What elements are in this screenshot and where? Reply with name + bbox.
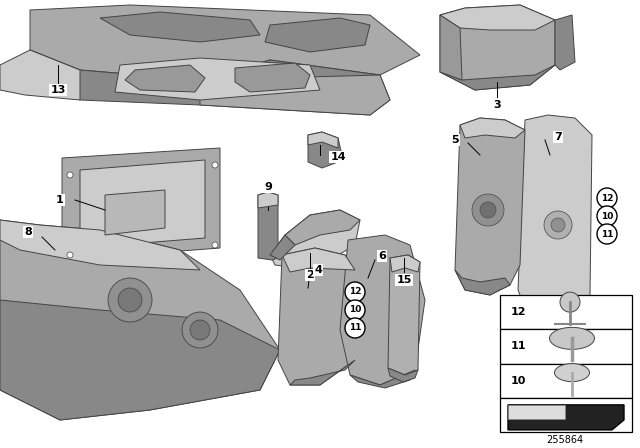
Circle shape (345, 282, 365, 302)
Polygon shape (340, 235, 425, 385)
Text: 255864: 255864 (547, 435, 584, 445)
Circle shape (67, 172, 73, 178)
Polygon shape (25, 50, 390, 115)
Polygon shape (282, 248, 355, 272)
Text: 4: 4 (314, 265, 322, 275)
Polygon shape (388, 368, 418, 382)
Polygon shape (270, 235, 295, 260)
Circle shape (345, 300, 365, 320)
FancyBboxPatch shape (500, 295, 632, 329)
Polygon shape (555, 15, 575, 70)
FancyBboxPatch shape (500, 363, 632, 398)
Polygon shape (350, 370, 415, 388)
Polygon shape (62, 148, 220, 260)
Polygon shape (235, 63, 310, 92)
Text: 1: 1 (56, 195, 64, 205)
Polygon shape (455, 118, 525, 295)
Circle shape (182, 312, 218, 348)
Circle shape (544, 211, 572, 239)
Polygon shape (390, 255, 420, 272)
Polygon shape (0, 50, 80, 100)
Polygon shape (200, 75, 390, 115)
Text: 15: 15 (396, 275, 412, 285)
Polygon shape (0, 220, 280, 420)
Polygon shape (455, 270, 510, 295)
Text: 12: 12 (349, 288, 361, 297)
Polygon shape (0, 300, 280, 420)
Text: 8: 8 (24, 227, 32, 237)
Polygon shape (440, 15, 462, 80)
Polygon shape (308, 132, 342, 168)
Polygon shape (285, 210, 360, 245)
Circle shape (472, 194, 504, 226)
FancyBboxPatch shape (500, 398, 632, 432)
Polygon shape (440, 5, 555, 30)
Circle shape (118, 288, 142, 312)
Text: 10: 10 (349, 306, 361, 314)
Circle shape (551, 218, 565, 232)
Polygon shape (258, 192, 278, 260)
Polygon shape (80, 160, 205, 248)
Ellipse shape (550, 327, 595, 349)
Polygon shape (258, 192, 278, 208)
Circle shape (560, 292, 580, 312)
Polygon shape (265, 18, 370, 52)
Circle shape (480, 202, 496, 218)
Polygon shape (105, 190, 165, 235)
Text: 7: 7 (554, 132, 562, 142)
Text: 13: 13 (51, 85, 66, 95)
Circle shape (212, 162, 218, 168)
Text: 6: 6 (378, 251, 386, 261)
Text: 12: 12 (510, 307, 525, 317)
Polygon shape (528, 310, 580, 325)
Text: 2: 2 (306, 270, 314, 280)
Polygon shape (0, 220, 200, 270)
Polygon shape (30, 5, 420, 80)
Text: 11: 11 (349, 323, 361, 332)
Polygon shape (308, 132, 338, 148)
Text: 9: 9 (264, 182, 272, 192)
Circle shape (108, 278, 152, 322)
Circle shape (67, 252, 73, 258)
Circle shape (597, 188, 617, 208)
Circle shape (597, 224, 617, 244)
Polygon shape (115, 58, 320, 100)
Text: 14: 14 (330, 152, 346, 162)
Polygon shape (460, 118, 525, 138)
Polygon shape (270, 210, 360, 268)
Text: 10: 10 (601, 211, 613, 220)
Polygon shape (508, 405, 565, 419)
Polygon shape (100, 12, 260, 42)
Polygon shape (278, 248, 360, 385)
Text: 11: 11 (601, 229, 613, 238)
Polygon shape (388, 255, 420, 375)
Circle shape (190, 320, 210, 340)
Ellipse shape (554, 364, 589, 382)
Text: 10: 10 (510, 375, 525, 386)
Circle shape (345, 318, 365, 338)
Text: 12: 12 (601, 194, 613, 202)
Polygon shape (440, 65, 555, 90)
Polygon shape (125, 65, 205, 92)
Text: 11: 11 (510, 341, 525, 351)
Circle shape (597, 206, 617, 226)
Polygon shape (440, 5, 555, 90)
Polygon shape (290, 360, 355, 385)
Polygon shape (518, 115, 592, 320)
Polygon shape (508, 405, 624, 430)
Text: 3: 3 (493, 100, 501, 110)
Circle shape (212, 242, 218, 248)
FancyBboxPatch shape (500, 329, 632, 363)
Text: 5: 5 (451, 135, 459, 145)
